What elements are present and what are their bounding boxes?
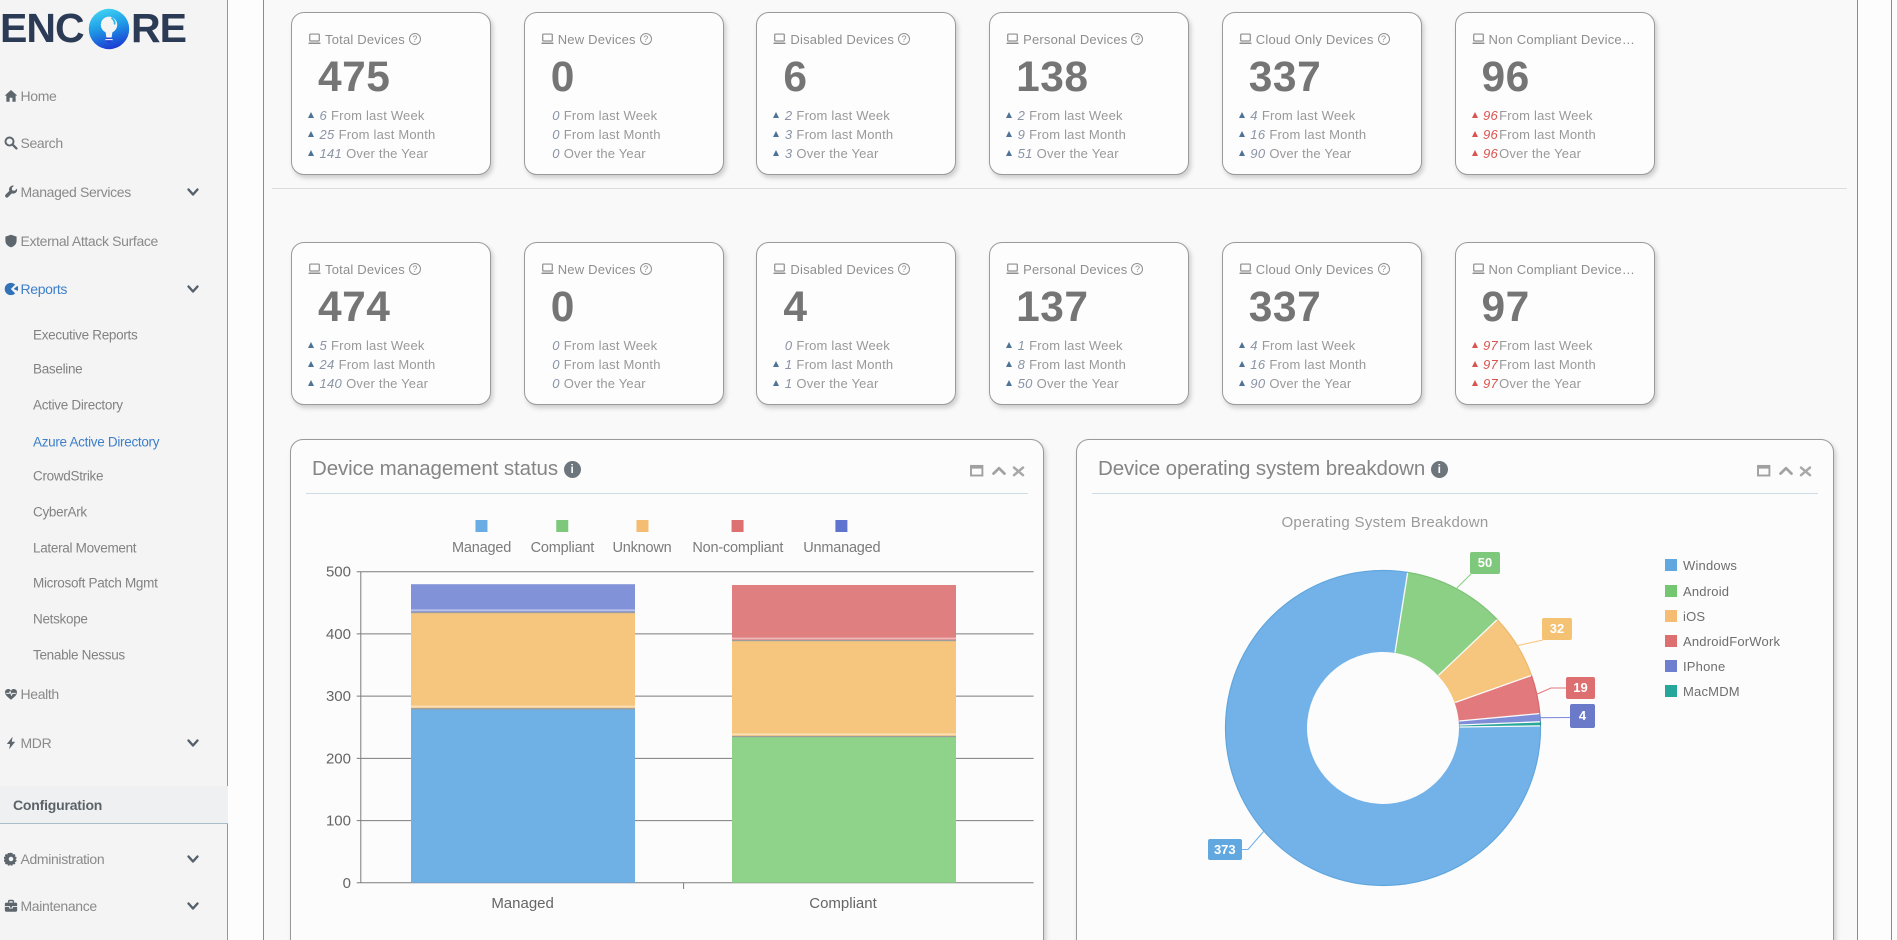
svg-text:ENC: ENC [2, 5, 84, 51]
svg-text:Compliant: Compliant [809, 895, 877, 912]
svg-text:300: 300 [326, 688, 351, 705]
svg-text:500: 500 [326, 564, 351, 581]
svg-text:Managed: Managed [491, 895, 554, 912]
svg-text:400: 400 [326, 626, 351, 643]
svg-text:0: 0 [343, 875, 351, 892]
svg-text:100: 100 [326, 813, 351, 830]
svg-text:RE: RE [131, 5, 186, 51]
svg-text:200: 200 [326, 750, 351, 767]
